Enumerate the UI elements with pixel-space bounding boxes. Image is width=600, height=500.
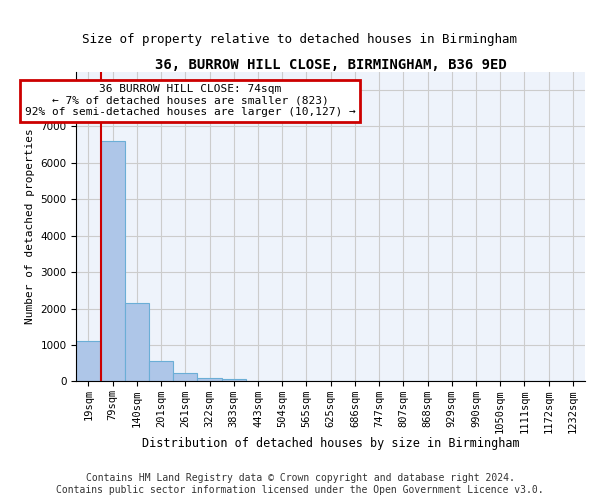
Bar [221, 380, 246, 382]
Bar [76, 342, 101, 382]
Text: 36 BURROW HILL CLOSE: 74sqm
← 7% of detached houses are smaller (823)
92% of sem: 36 BURROW HILL CLOSE: 74sqm ← 7% of deta… [25, 84, 356, 117]
X-axis label: Distribution of detached houses by size in Birmingham: Distribution of detached houses by size … [142, 437, 520, 450]
Bar [173, 373, 197, 382]
Title: 36, BURROW HILL CLOSE, BIRMINGHAM, B36 9ED: 36, BURROW HILL CLOSE, BIRMINGHAM, B36 9… [155, 58, 506, 71]
Text: Size of property relative to detached houses in Birmingham: Size of property relative to detached ho… [83, 32, 517, 46]
Text: Contains HM Land Registry data © Crown copyright and database right 2024.
Contai: Contains HM Land Registry data © Crown c… [56, 474, 544, 495]
Bar [149, 362, 173, 382]
Bar [101, 141, 125, 382]
Y-axis label: Number of detached properties: Number of detached properties [25, 128, 35, 324]
Bar [125, 303, 149, 382]
Bar [197, 378, 221, 382]
